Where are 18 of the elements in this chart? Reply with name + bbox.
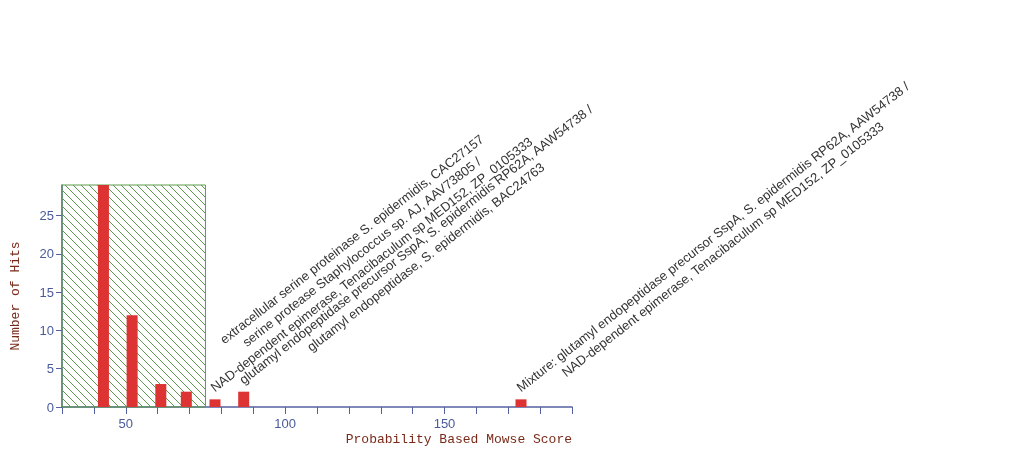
x-tick-label: 150 bbox=[433, 416, 456, 431]
bar bbox=[515, 399, 527, 407]
y-tick-label: 0 bbox=[46, 399, 54, 415]
x-tick-label: 100 bbox=[274, 416, 296, 431]
y-tick-label: 5 bbox=[46, 361, 54, 377]
bar bbox=[209, 399, 221, 407]
bar bbox=[238, 391, 250, 407]
x-axis-title: Probability Based Mowse Score bbox=[345, 432, 572, 447]
bar bbox=[180, 391, 192, 407]
bar bbox=[126, 315, 138, 407]
y-tick-label: 20 bbox=[39, 246, 54, 262]
y-tick-label: 10 bbox=[39, 322, 54, 338]
y-tick-label: 25 bbox=[39, 208, 54, 224]
y-axis-title: Number of Hits bbox=[8, 241, 23, 351]
bar bbox=[155, 384, 167, 407]
bar bbox=[97, 185, 109, 407]
x-tick-label: 50 bbox=[118, 416, 133, 431]
y-tick-label: 15 bbox=[39, 284, 54, 300]
